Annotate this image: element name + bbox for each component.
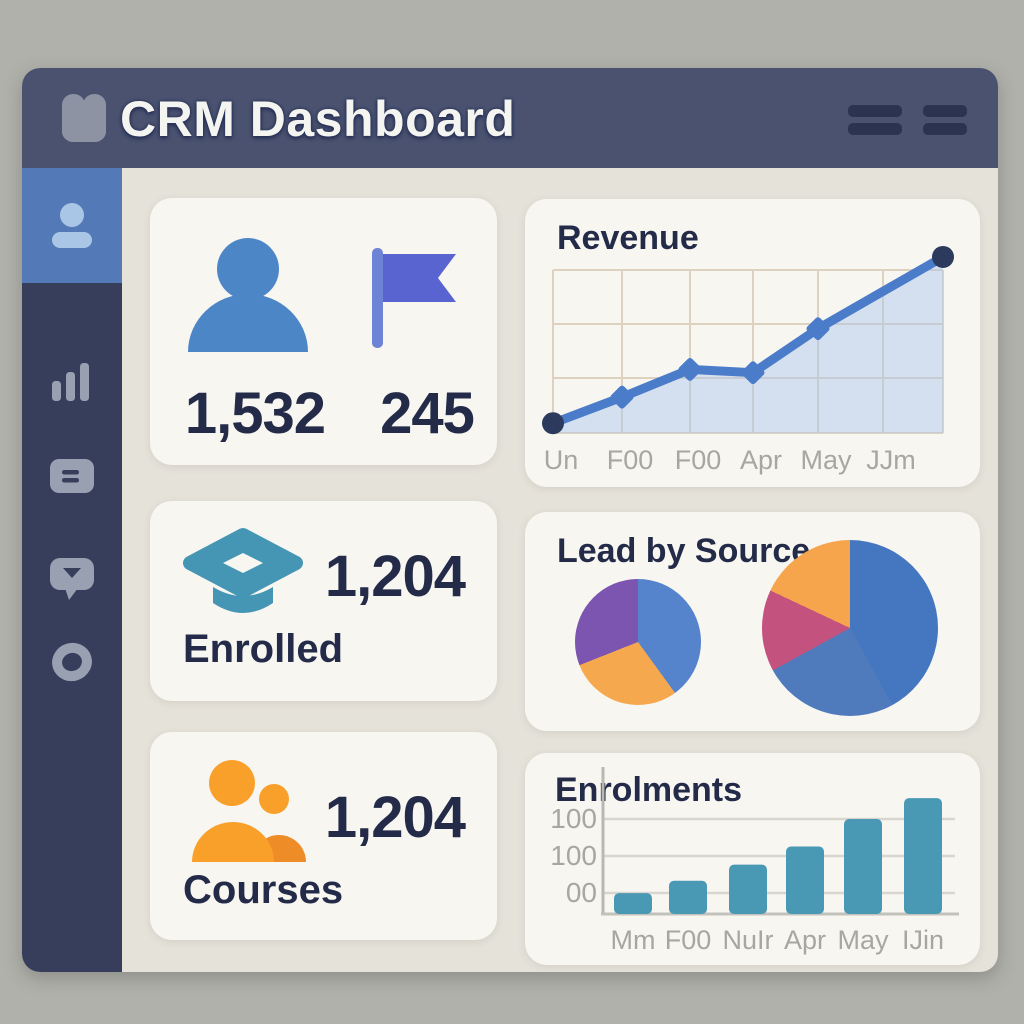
x-tick-label: May bbox=[837, 925, 889, 955]
x-tick-label: NuIr bbox=[722, 925, 774, 955]
revenue-title: Revenue bbox=[557, 219, 699, 257]
courses-label: Courses bbox=[183, 868, 344, 912]
contacts-value: 1,532 bbox=[184, 381, 326, 446]
x-tick-label: Mm bbox=[610, 925, 656, 955]
y-tick-label: 00 bbox=[565, 877, 597, 908]
x-tick-label: Apr bbox=[739, 445, 783, 475]
sidebar-item-settings[interactable] bbox=[22, 616, 122, 708]
ring-icon bbox=[52, 642, 92, 682]
graduation-cap-icon bbox=[183, 528, 303, 613]
x-tick-label: Un bbox=[543, 445, 579, 475]
app-window: CRM Dashboard bbox=[22, 68, 998, 972]
y-tick-label: 100 bbox=[550, 840, 597, 871]
sidebar-item-analytics[interactable] bbox=[22, 336, 122, 428]
menu-bar bbox=[923, 105, 967, 117]
leads-pie-small bbox=[575, 579, 701, 705]
sidebar-item-contacts[interactable] bbox=[22, 168, 122, 283]
leads-card: Lead by Source bbox=[525, 512, 980, 731]
flagged-value: 245 bbox=[380, 381, 475, 446]
menu-lines-button[interactable] bbox=[923, 105, 967, 135]
sidebar-item-messages[interactable] bbox=[22, 533, 122, 625]
x-tick-label: F00 bbox=[674, 445, 722, 475]
enrolled-value: 1,204 bbox=[324, 544, 466, 609]
card-list-icon bbox=[50, 459, 94, 493]
y-tick-label: 100 bbox=[550, 803, 597, 834]
sidebar-item-cards[interactable] bbox=[22, 430, 122, 522]
menu-bar bbox=[848, 105, 902, 117]
person-icon bbox=[52, 202, 92, 248]
chat-bubble-icon bbox=[50, 558, 94, 600]
enrolled-label: Enrolled bbox=[183, 627, 344, 671]
enrolments-bar-chart bbox=[601, 767, 959, 916]
courses-card: 1,204 Courses bbox=[150, 732, 497, 940]
menu-bar bbox=[923, 123, 967, 135]
revenue-line-chart bbox=[542, 245, 954, 435]
people-icon bbox=[192, 760, 306, 862]
menu-bar bbox=[848, 123, 902, 135]
leads-title: Lead by Source bbox=[557, 532, 811, 570]
x-tick-label: IJin bbox=[901, 925, 945, 955]
x-tick-label: F00 bbox=[606, 445, 654, 475]
menu-lines-button[interactable] bbox=[848, 105, 902, 135]
leads-pie-large bbox=[762, 540, 938, 716]
app-title: CRM Dashboard bbox=[120, 91, 516, 147]
stats-card: 1,532 245 bbox=[150, 198, 497, 465]
x-tick-label: F00 bbox=[664, 925, 712, 955]
x-tick-label: Apr bbox=[783, 925, 827, 955]
revenue-card: Revenue Un F00 F00 Apr May JJm bbox=[525, 199, 980, 487]
app-header: CRM Dashboard bbox=[22, 68, 998, 168]
book-icon bbox=[62, 94, 106, 142]
enrolled-card: 1,204 Enrolled bbox=[150, 501, 497, 701]
enrolments-card: Enrolments 100 100 00 Mm F00 NuIr Apr May IJin bbox=[525, 753, 980, 965]
courses-value: 1,204 bbox=[324, 785, 466, 850]
x-tick-label: JJm bbox=[866, 445, 916, 475]
enrolments-title: Enrolments bbox=[555, 771, 743, 809]
person-icon bbox=[188, 238, 308, 352]
sidebar bbox=[22, 168, 122, 972]
flag-icon bbox=[372, 248, 456, 348]
bar-chart-icon bbox=[52, 363, 89, 401]
x-tick-label: May bbox=[800, 445, 852, 475]
